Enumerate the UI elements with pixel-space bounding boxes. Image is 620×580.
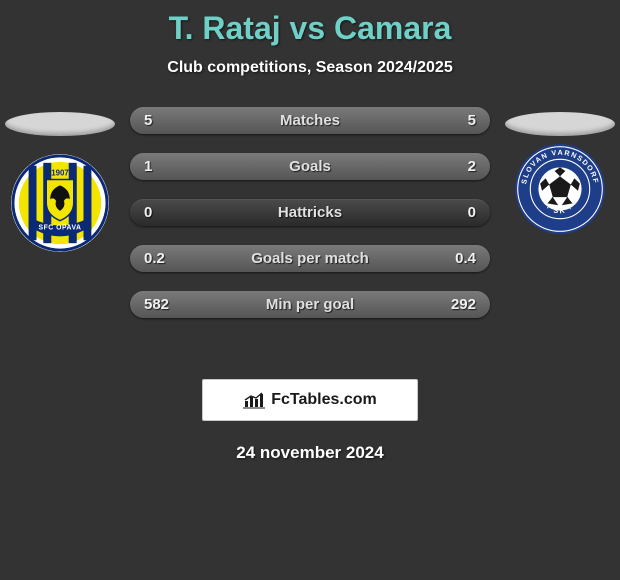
svg-text:SFC OPAVA: SFC OPAVA: [39, 224, 82, 231]
svg-text:1907: 1907: [51, 169, 69, 178]
stat-row: 0.20.4Goals per match: [130, 245, 490, 272]
flag-placeholder-left: [5, 112, 115, 136]
stats-area: 1907 SFC OPAVA SLOVAN VARNSDORF: [0, 107, 620, 367]
bar-chart-icon: [243, 391, 265, 409]
comparison-title: T. Rataj vs Camara: [0, 0, 620, 47]
stat-label: Goals: [130, 153, 490, 180]
stat-bars: 55Matches 12Goals 00Hattricks 0.20.4Goals p…: [130, 107, 490, 318]
stat-row: 00Hattricks: [130, 199, 490, 226]
player-left-column: 1907 SFC OPAVA: [0, 107, 120, 252]
stat-row: 582292Min per goal: [130, 291, 490, 318]
stat-label: Goals per match: [130, 245, 490, 272]
brand-text: FcTables.com: [271, 391, 377, 409]
club-badge-left: 1907 SFC OPAVA: [11, 154, 109, 252]
flag-placeholder-right: [505, 112, 615, 136]
snapshot-date: 24 november 2024: [0, 443, 620, 463]
stat-row: 55Matches: [130, 107, 490, 134]
player-right-column: SLOVAN VARNSDORF · SK ·: [500, 107, 620, 234]
club-badge-right: SLOVAN VARNSDORF · SK ·: [515, 144, 605, 234]
stat-label: Matches: [130, 107, 490, 134]
brand-box: FcTables.com: [202, 379, 418, 421]
slovan-varnsdorf-badge-svg: SLOVAN VARNSDORF · SK ·: [515, 144, 605, 234]
comparison-subtitle: Club competitions, Season 2024/2025: [0, 59, 620, 77]
stat-label: Min per goal: [130, 291, 490, 318]
stat-label: Hattricks: [130, 199, 490, 226]
sfc-opava-badge-svg: 1907 SFC OPAVA: [11, 154, 109, 252]
stat-row: 12Goals: [130, 153, 490, 180]
